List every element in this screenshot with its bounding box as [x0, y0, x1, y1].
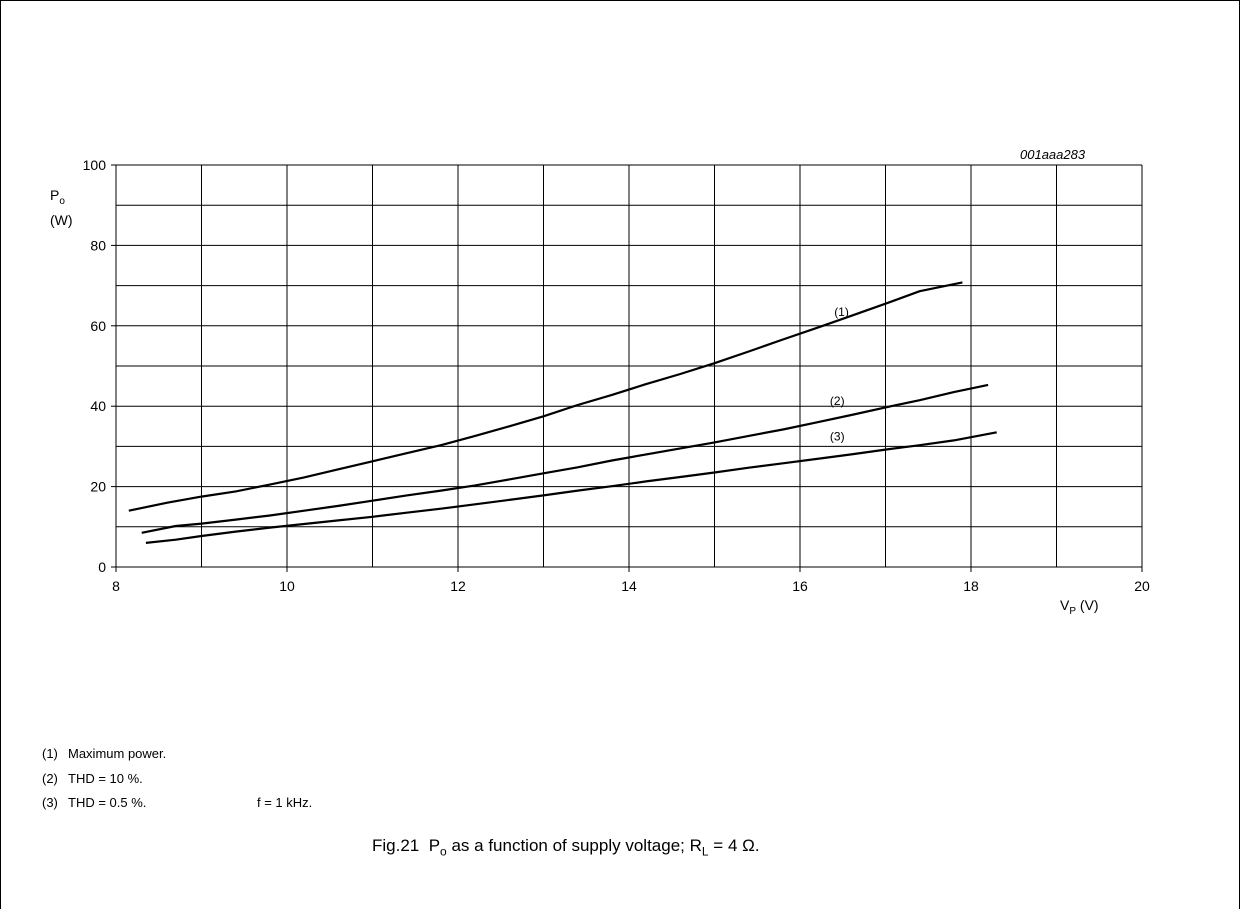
x-tick-label: 8 — [112, 578, 120, 594]
x-axis-label: VP (V) — [1060, 597, 1099, 617]
figure-caption: Fig.21 Po as a function of supply voltag… — [372, 836, 760, 859]
y-tick-label: 60 — [90, 318, 106, 334]
figure-code: 001aaa283 — [1020, 147, 1086, 162]
x-tick-label: 16 — [792, 578, 808, 594]
series-line-2 — [141, 383, 989, 534]
y-tick-label: 100 — [83, 157, 107, 173]
legend-item-1: (1) Maximum power. — [42, 746, 167, 761]
series-line-1 — [128, 281, 963, 512]
legend-item-2: (2) THD = 10 %. — [42, 771, 143, 786]
x-tick-label: 12 — [450, 578, 466, 594]
y-tick-label: 40 — [90, 398, 106, 414]
y-tick-label: 0 — [98, 559, 106, 575]
x-tick-label: 20 — [1134, 578, 1150, 594]
series-label-3: (3) — [830, 429, 845, 443]
x-tick-label: 10 — [279, 578, 295, 594]
test-conditions: f = 1 kHz. — [257, 795, 313, 810]
y-axis-symbol: Po — [50, 187, 65, 207]
series-label-2: (2) — [830, 394, 845, 408]
series-label-1: (1) — [834, 305, 849, 319]
x-tick-label: 18 — [963, 578, 979, 594]
y-tick-label: 20 — [90, 479, 106, 495]
legend-item-3: (3) THD = 0.5 %. — [42, 795, 147, 810]
y-tick-label: 80 — [90, 237, 106, 253]
x-tick-label: 14 — [621, 578, 637, 594]
y-axis-unit: (W) — [50, 212, 73, 228]
series-line-3 — [145, 431, 997, 544]
